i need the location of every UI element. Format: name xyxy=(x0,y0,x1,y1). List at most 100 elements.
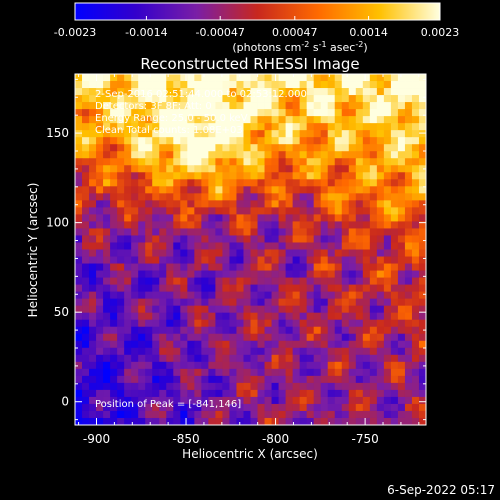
heatmap-cell xyxy=(159,249,167,257)
heatmap-cell xyxy=(89,200,97,208)
heatmap-cell xyxy=(320,165,329,173)
heatmap-cell xyxy=(110,179,118,187)
heatmap-cell xyxy=(418,123,427,131)
heatmap-cell xyxy=(89,81,97,89)
heatmap-cell xyxy=(383,375,392,384)
heatmap-cell xyxy=(180,95,188,103)
heatmap-cell xyxy=(334,284,343,293)
heatmap-cell xyxy=(299,235,308,243)
heatmap-cell xyxy=(131,95,139,103)
heatmap-cell xyxy=(201,249,209,257)
heatmap-cell xyxy=(229,200,237,208)
heatmap-cell xyxy=(369,116,378,124)
heatmap-cell xyxy=(285,326,294,335)
heatmap-cell xyxy=(82,102,90,110)
heatmap-cell xyxy=(194,347,202,356)
heatmap-cell xyxy=(236,298,244,307)
heatmap-cell xyxy=(369,235,378,243)
heatmap-cell xyxy=(313,256,322,264)
heatmap-cell xyxy=(404,130,413,138)
heatmap-cell xyxy=(348,382,357,391)
heatmap-cell xyxy=(173,305,181,314)
heatmap-cell xyxy=(82,137,90,145)
heatmap-cell xyxy=(271,88,279,96)
heatmap-cell xyxy=(348,333,357,342)
heatmap-cell xyxy=(187,333,195,342)
heatmap-cell xyxy=(138,214,146,222)
heatmap-cell xyxy=(383,81,392,89)
heatmap-cell xyxy=(117,277,125,285)
heatmap-cell xyxy=(257,298,265,307)
heatmap-cell xyxy=(236,200,244,208)
heatmap-cell xyxy=(383,88,392,96)
heatmap-cell xyxy=(348,403,357,412)
heatmap-cell xyxy=(82,305,90,314)
heatmap-cell xyxy=(96,263,104,271)
heatmap-cell xyxy=(236,347,244,356)
heatmap-cell xyxy=(285,298,294,307)
heatmap-cell xyxy=(222,158,230,166)
heatmap-cell xyxy=(397,179,406,187)
heatmap-cell xyxy=(257,109,265,117)
heatmap-cell xyxy=(257,347,265,356)
heatmap-cell xyxy=(383,214,392,222)
heatmap-cell xyxy=(96,347,104,356)
heatmap-cell xyxy=(229,403,237,412)
heatmap-cell xyxy=(390,74,399,82)
heatmap-cell xyxy=(264,221,272,229)
heatmap-cell xyxy=(271,312,279,321)
heatmap-cell xyxy=(187,326,195,335)
heatmap-cell xyxy=(96,256,104,264)
heatmap-cell xyxy=(138,172,146,180)
heatmap-cell xyxy=(110,312,118,321)
heatmap-cell xyxy=(334,186,343,194)
heatmap-cell xyxy=(418,165,427,173)
heatmap-cell xyxy=(159,368,167,377)
heatmap-cell xyxy=(285,144,294,152)
heatmap-cell xyxy=(250,179,258,187)
heatmap-cell xyxy=(208,417,216,426)
heatmap-cell xyxy=(159,228,167,236)
heatmap-cell xyxy=(208,228,216,236)
heatmap-cell xyxy=(376,326,385,335)
heatmap-cell xyxy=(243,403,251,412)
heatmap-cell xyxy=(299,277,308,285)
heatmap-cell xyxy=(383,326,392,335)
heatmap-cell xyxy=(180,81,188,89)
heatmap-cell xyxy=(89,403,97,412)
heatmap-cell xyxy=(166,403,174,412)
heatmap-cell xyxy=(75,403,83,412)
heatmap-cell xyxy=(138,305,146,314)
heatmap-cell xyxy=(89,123,97,131)
heatmap-cell xyxy=(236,242,244,250)
heatmap-cell xyxy=(82,151,90,159)
heatmap-cell xyxy=(110,81,118,89)
heatmap-cell xyxy=(82,179,90,187)
heatmap-cell xyxy=(222,298,230,307)
heatmap-cell xyxy=(320,116,329,124)
heatmap-cell xyxy=(334,95,343,103)
heatmap-cell xyxy=(201,179,209,187)
heatmap-cell xyxy=(404,333,413,342)
heatmap-cell xyxy=(173,319,181,328)
heatmap-cell xyxy=(250,88,258,96)
heatmap-cell xyxy=(271,305,279,314)
heatmap-cell xyxy=(362,417,371,426)
heatmap-cell xyxy=(194,130,202,138)
heatmap-cell xyxy=(215,179,223,187)
heatmap-cell xyxy=(131,207,139,215)
heatmap-cell xyxy=(75,361,83,370)
heatmap-cell xyxy=(341,137,350,145)
heatmap-cell xyxy=(341,396,350,405)
heatmap-cell xyxy=(75,221,83,229)
heatmap-cell xyxy=(166,123,174,131)
heatmap-cell xyxy=(187,193,195,201)
heatmap-cell xyxy=(292,340,301,349)
heatmap-cell xyxy=(397,326,406,335)
heatmap-cell xyxy=(355,214,364,222)
heatmap-cell xyxy=(306,403,315,412)
heatmap-cell xyxy=(82,200,90,208)
heatmap-cell xyxy=(313,305,322,314)
heatmap-cell xyxy=(390,417,399,426)
heatmap-cell xyxy=(222,277,230,285)
